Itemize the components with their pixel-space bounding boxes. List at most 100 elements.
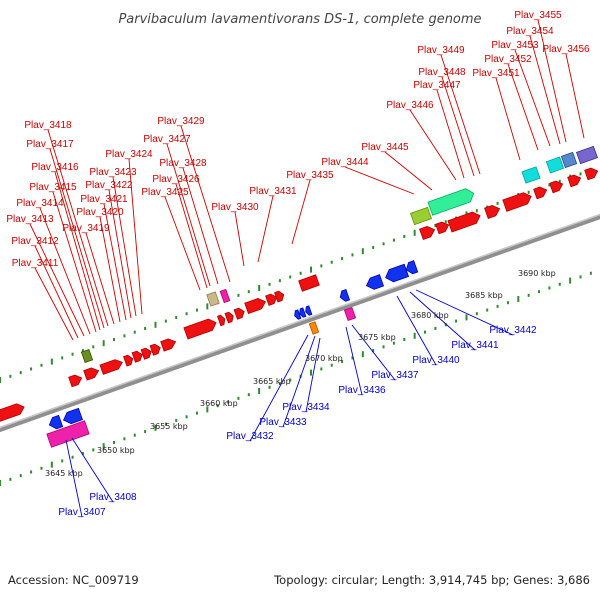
tick-mark <box>133 433 136 437</box>
gene-label-plav-3456: Plav_3456 <box>542 44 590 55</box>
scale-tick-label: 3660 kbp <box>200 399 238 408</box>
leader-line <box>495 77 521 161</box>
leader-line <box>54 171 101 331</box>
leader-line <box>282 335 316 428</box>
tick-mark <box>434 223 437 227</box>
tick-mark <box>289 275 292 279</box>
gene-body <box>299 307 307 318</box>
gene-forward <box>533 186 548 200</box>
gene-reverse <box>343 306 357 322</box>
tick-mark <box>496 201 499 205</box>
leader-line <box>65 439 83 518</box>
leader-line <box>514 49 551 147</box>
tick-mark <box>0 480 1 486</box>
tick-mark <box>341 360 344 364</box>
leader-line <box>180 125 231 283</box>
gene-body <box>435 221 450 235</box>
gene-label-plav-3447: Plav_3447 <box>413 80 461 91</box>
leader-line <box>436 89 465 179</box>
gene-label-plav-3427: Plav_3427 <box>143 134 191 145</box>
backbone-highlight <box>0 213 600 429</box>
gene-forward <box>265 293 278 306</box>
gene-body <box>308 321 320 335</box>
gene-body <box>233 307 245 320</box>
leader-line <box>112 176 137 317</box>
gene-body <box>576 145 598 165</box>
gene-reverse <box>308 321 320 335</box>
gene-body <box>305 305 313 316</box>
tick-mark <box>486 308 489 312</box>
gene-forward <box>140 347 152 360</box>
tick-mark <box>589 271 592 275</box>
gene-label-plav-3448: Plav_3448 <box>418 67 466 78</box>
leader-line <box>128 158 143 315</box>
gene-label-plav-3422: Plav_3422 <box>85 180 133 191</box>
gene-label-plav-3418: Plav_3418 <box>24 120 72 131</box>
tick-mark <box>50 358 53 365</box>
tick-mark <box>30 470 33 474</box>
leader-line <box>47 129 109 327</box>
gene-body <box>447 211 481 233</box>
tick-mark <box>299 271 302 275</box>
gene-label-plav-3413: Plav_3413 <box>6 214 54 225</box>
gene-body <box>83 367 100 381</box>
gene-body <box>244 298 266 315</box>
gene-label-plav-3411: Plav_3411 <box>12 258 59 269</box>
tick-mark <box>424 330 427 334</box>
leader-line <box>384 151 433 191</box>
leader-line <box>85 232 115 325</box>
gene-reverse <box>299 307 307 318</box>
gene-body <box>502 192 532 212</box>
tick-mark <box>247 290 250 294</box>
leader-line <box>396 295 437 366</box>
tick-mark <box>164 319 167 323</box>
scale-tick-label: 3675 kbp <box>358 333 396 342</box>
genome-backbone <box>0 213 600 433</box>
tick-mark <box>361 351 364 358</box>
gene-reverse <box>48 414 64 430</box>
tick-mark <box>81 452 84 456</box>
gene-label-plav-3437: Plav_3437 <box>371 370 419 381</box>
gene-label-plav-3416: Plav_3416 <box>31 162 79 173</box>
tick-mark <box>455 319 458 323</box>
scale-tick-label: 3665 kbp <box>253 377 291 386</box>
gene-body <box>549 180 564 194</box>
leader-line <box>249 334 309 442</box>
gene-label-plav-3435: Plav_3435 <box>286 170 334 181</box>
gene-forward <box>244 298 266 315</box>
gene-label-plav-3445: Plav_3445 <box>361 142 409 153</box>
gene-reverse <box>305 305 313 316</box>
tick-mark <box>278 279 281 283</box>
gene-label-plav-3421: Plav_3421 <box>80 194 128 205</box>
gene-label-plav-3432: Plav_3432 <box>226 431 274 442</box>
tick-mark <box>113 338 116 342</box>
tick-mark <box>268 282 271 286</box>
leader-line <box>441 76 475 177</box>
leader-line <box>52 191 97 333</box>
leader-line <box>529 35 561 145</box>
tick-mark <box>444 220 447 224</box>
tick-mark <box>320 367 323 371</box>
tick-mark <box>185 312 188 316</box>
tick-mark <box>40 466 43 470</box>
gene-body <box>131 350 143 363</box>
tick-mark <box>164 422 167 426</box>
tick-mark <box>19 474 22 478</box>
tick-mark <box>81 349 84 353</box>
tick-mark <box>413 332 416 339</box>
scale-tick-label: 3680 kbp <box>411 311 449 320</box>
tick-mark <box>206 303 209 310</box>
tick-mark <box>258 285 261 292</box>
gene-label-plav-3407: Plav_3407 <box>58 507 106 518</box>
gene-label-plav-3426: Plav_3426 <box>152 174 200 185</box>
gene-body <box>405 260 419 275</box>
tick-mark <box>175 418 178 422</box>
gene-reverse <box>405 260 419 275</box>
gene-label-plav-3440: Plav_3440 <box>412 355 460 366</box>
tick-mark <box>102 340 105 347</box>
gene-body <box>206 291 220 307</box>
leader-line <box>257 195 274 263</box>
gene-label-plav-3419: Plav_3419 <box>62 223 110 234</box>
tick-mark <box>71 455 74 459</box>
tick-mark <box>113 441 116 445</box>
